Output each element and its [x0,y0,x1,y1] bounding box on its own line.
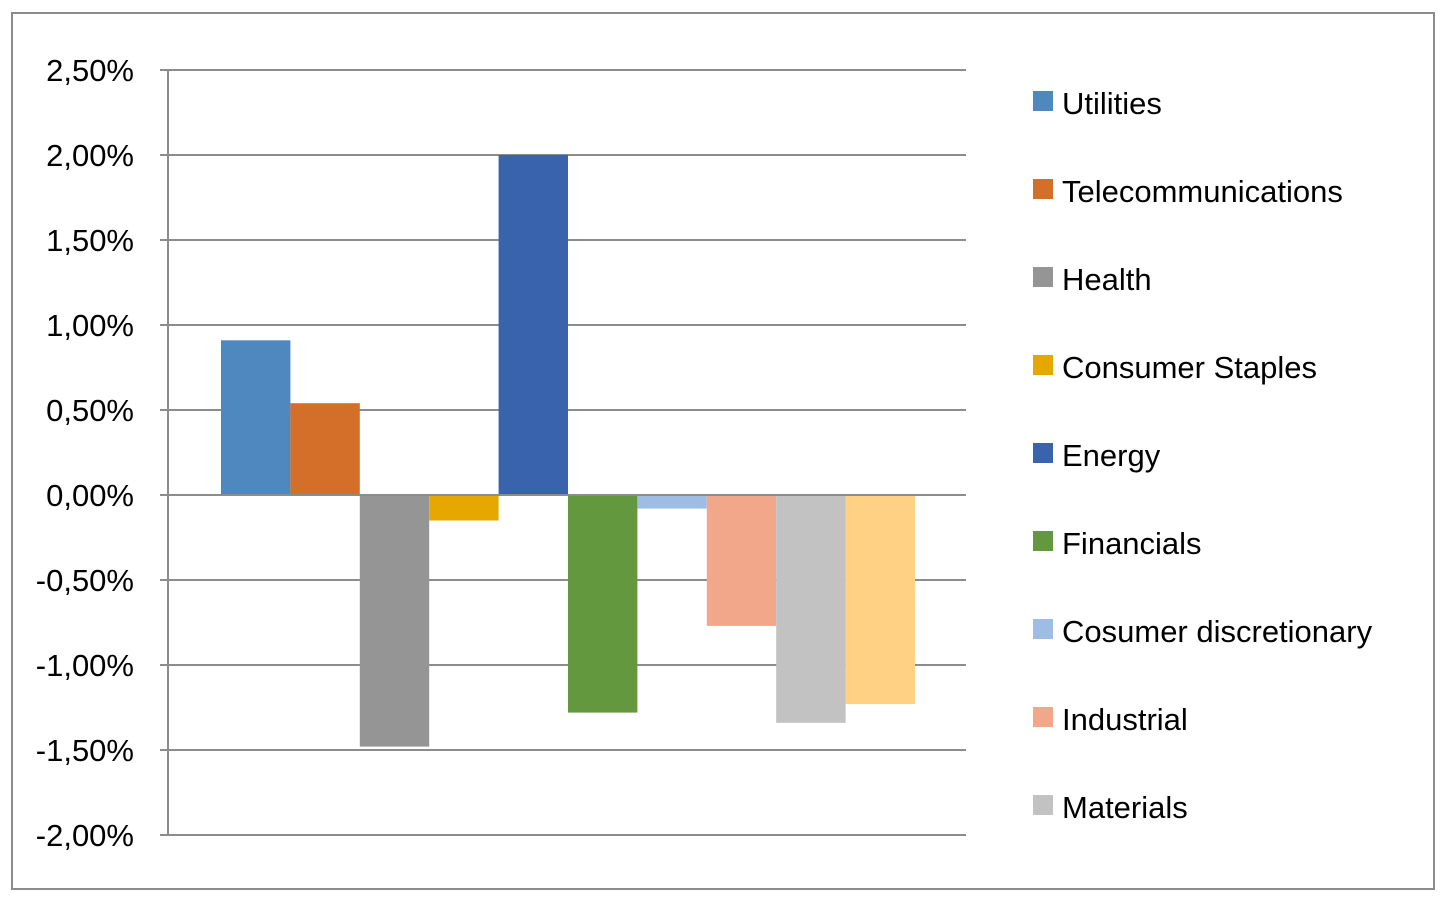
y-tick-label: 2,00% [46,138,134,173]
legend-label: Consumer Staples [1062,350,1317,385]
y-tick-label: -0,50% [36,563,134,598]
legend-label: Utilities [1062,86,1162,121]
bar-cosumer-discretionary [637,495,707,509]
bar-unlabeled [845,495,915,705]
bar-consumer-staples [429,495,499,521]
legend-swatch [1033,707,1053,727]
legend-label: Health [1062,262,1152,297]
legend-label: Cosumer discretionary [1062,614,1373,649]
y-tick-label: 0,00% [46,478,134,513]
y-tick-label: -1,50% [36,733,134,768]
y-tick-label: -1,00% [36,648,134,683]
legend-label: Financials [1062,526,1202,561]
legend-label: Industrial [1062,702,1188,737]
y-tick-label: 0,50% [46,393,134,428]
y-tick-label: 1,00% [46,308,134,343]
bar-materials [776,495,846,723]
legend-swatch [1033,619,1053,639]
bar-health [359,495,430,747]
bars [160,155,966,747]
y-tick-label: 1,50% [46,223,134,258]
y-tick-label: 2,50% [46,53,134,88]
bar-energy [498,155,568,495]
legend-swatch [1033,443,1053,463]
legend-swatch [1033,795,1053,815]
bar-telecommunications [290,403,360,495]
legend-swatch [1033,179,1053,199]
legend-swatch [1033,531,1053,551]
legend-swatch [1033,91,1053,111]
legend-label: Telecommunications [1062,174,1343,209]
legend: Utilities Telecommunications Health Consume… [1033,86,1373,825]
legend-swatch [1033,355,1053,375]
bar-financials [568,495,638,713]
legend-label: Energy [1062,438,1161,473]
legend-swatch [1033,267,1053,287]
bar-industrial [706,495,777,626]
y-tick-label: -2,00% [36,818,134,853]
legend-label: Materials [1062,790,1188,825]
y-axis: 2,50% 2,00% 1,50% 1,00% 0,50% 0,00% -0,50% -1,0… [36,53,169,853]
bar-utilities [221,340,291,495]
